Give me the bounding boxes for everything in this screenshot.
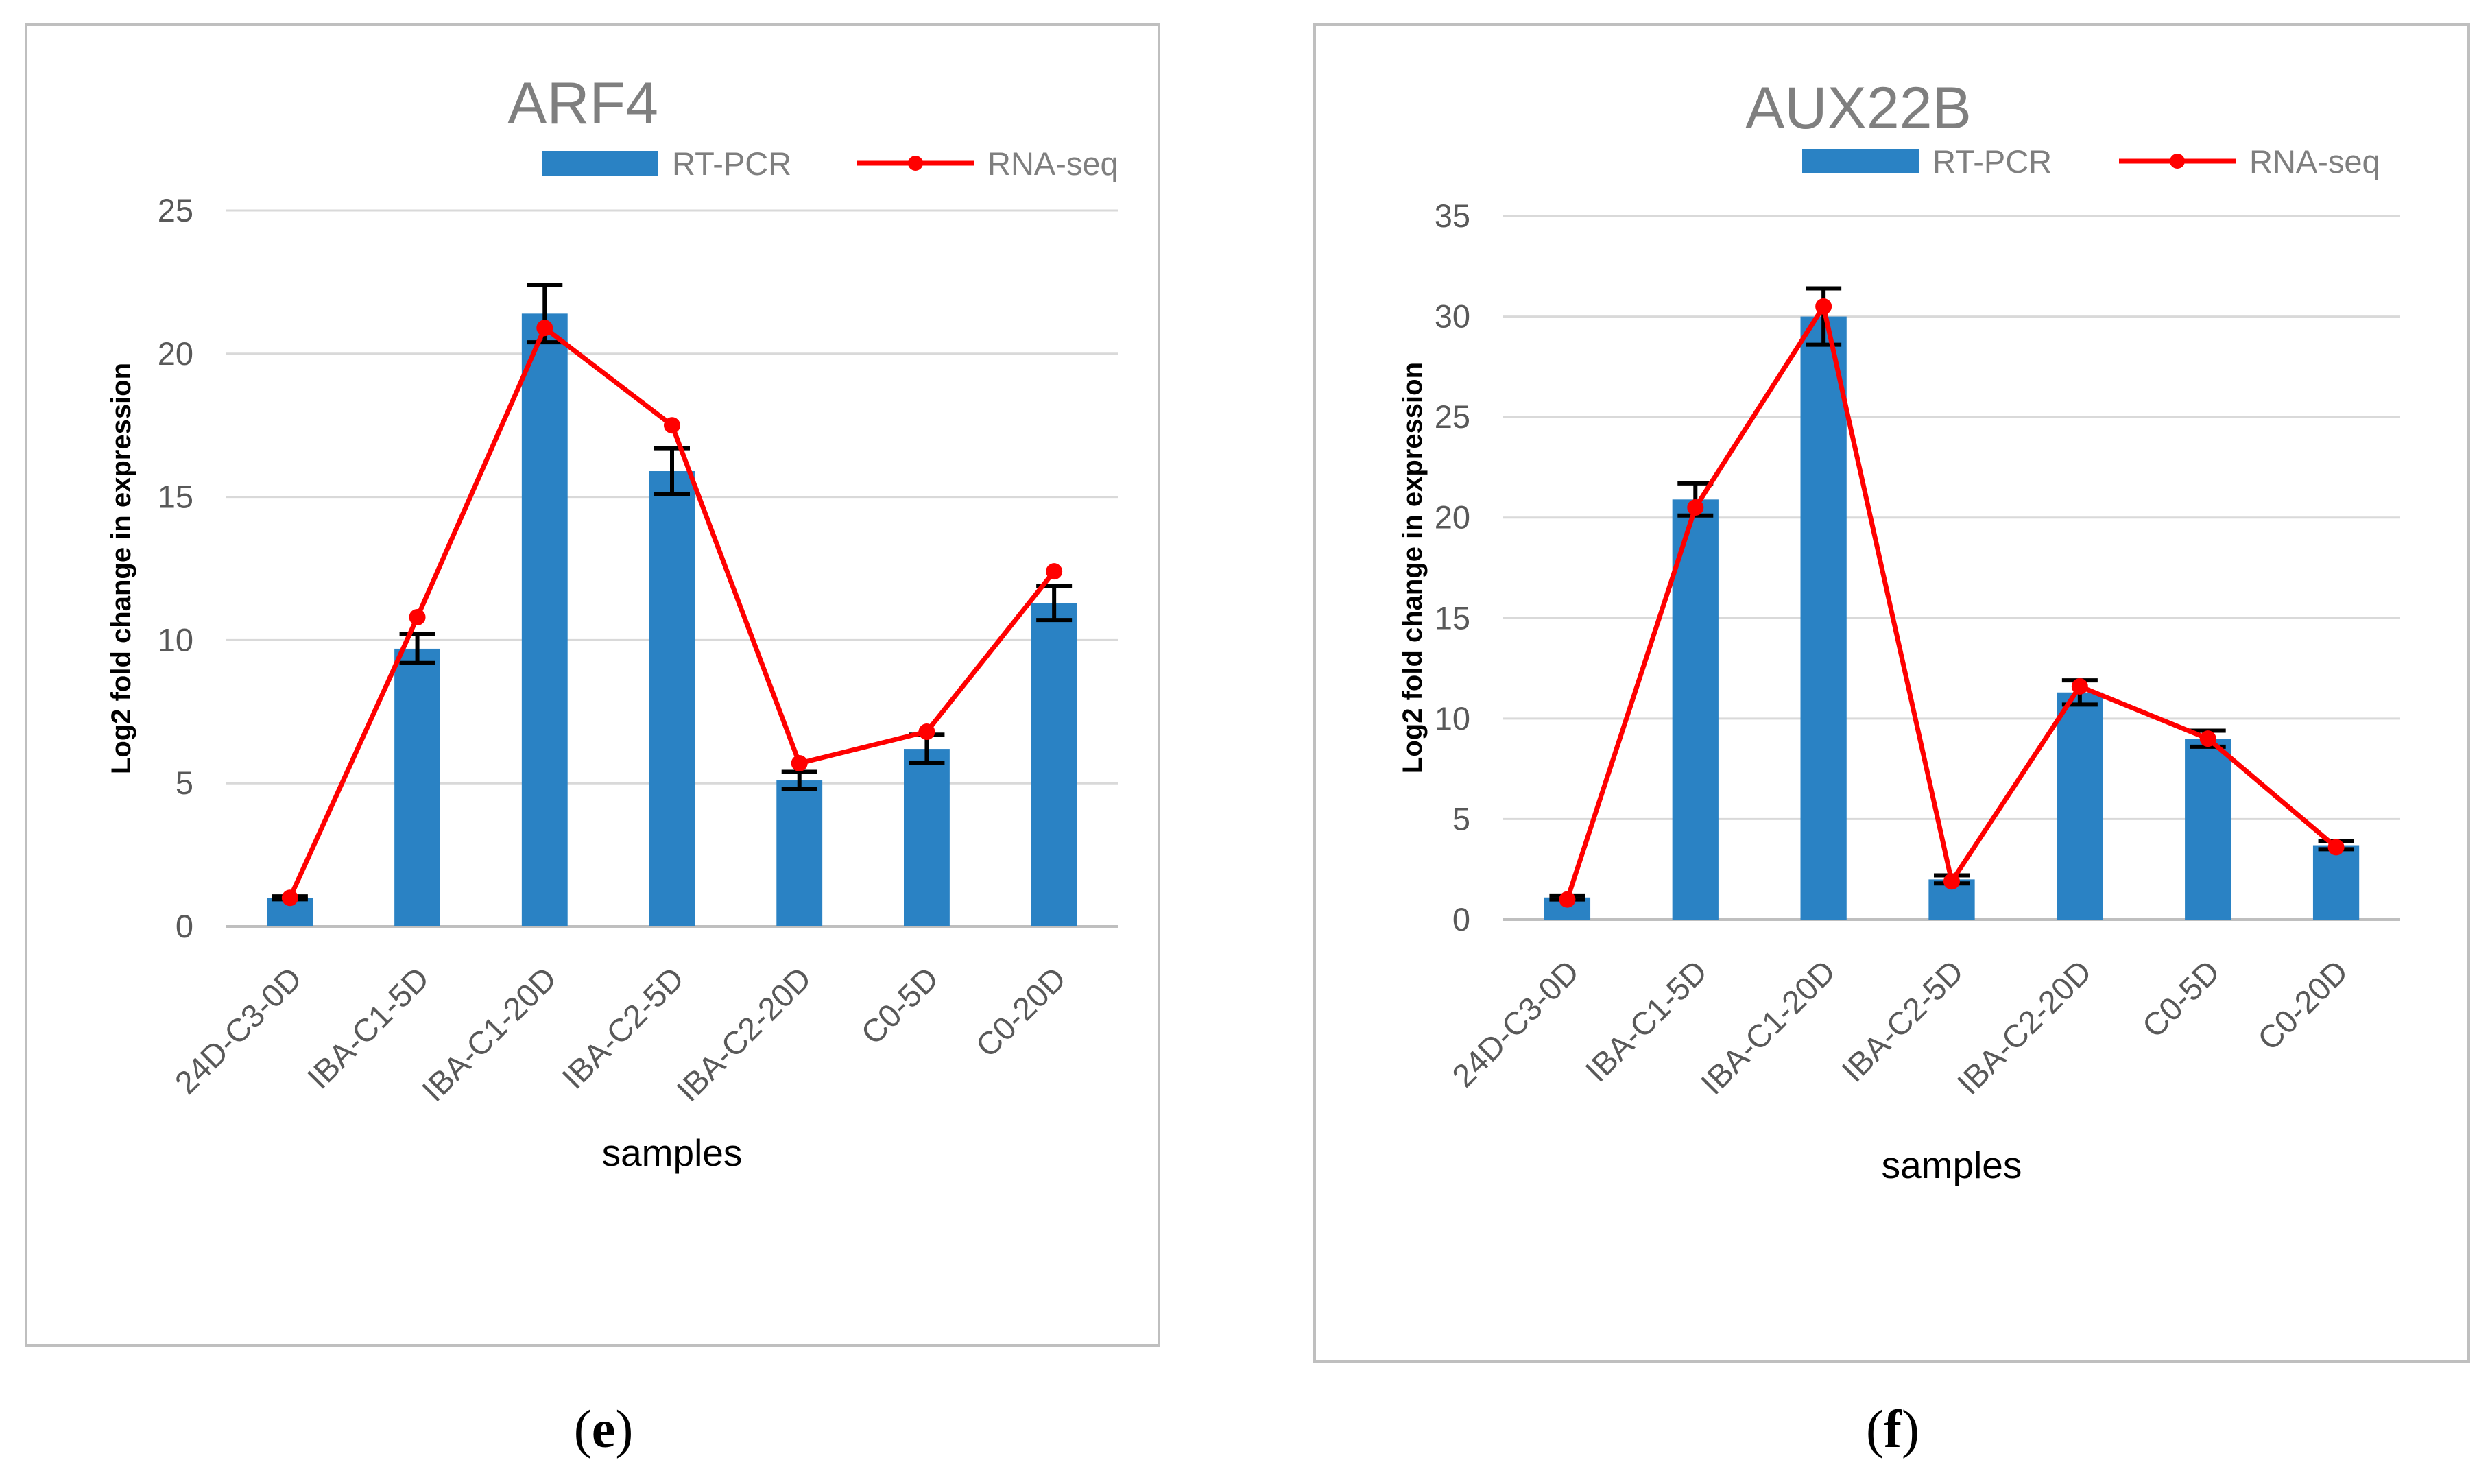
- legend: RT-PCR RNA-seq: [542, 145, 1118, 182]
- point-rna-seq: [281, 889, 298, 907]
- x-tick-label: IBA-C2-5D: [1834, 953, 1970, 1089]
- y-tick-label: 10: [158, 621, 193, 658]
- x-tick-label: IBA-C1-5D: [1578, 953, 1714, 1089]
- y-tick-label: 15: [1435, 599, 1470, 636]
- y-tick-label: 5: [176, 765, 193, 801]
- y-tick-label: 25: [1435, 398, 1470, 435]
- x-tick-label: 24D-C3-0D: [167, 960, 309, 1101]
- y-tick-label: 25: [158, 192, 193, 228]
- point-rna-seq: [1687, 499, 1704, 516]
- x-tick-label: IBA-C2-20D: [1950, 953, 2098, 1102]
- y-tick-label: 0: [1452, 901, 1470, 937]
- point-rna-seq: [1943, 873, 1960, 890]
- point-rna-seq: [2199, 730, 2216, 747]
- y-tick-label: 35: [1435, 198, 1470, 234]
- bar-rt-pcr: [776, 780, 823, 926]
- bar-rt-pcr: [2185, 739, 2231, 920]
- legend-label-rt-pcr: RT-PCR: [1932, 143, 2052, 180]
- legend-label-rna-seq: RNA-seq: [2249, 143, 2380, 180]
- bar-rt-pcr: [1031, 603, 1077, 926]
- chart-title: ARF4: [507, 71, 658, 136]
- x-tick-label: IBA-C2-20D: [669, 960, 818, 1109]
- x-tick-label: C0-20D: [968, 960, 1073, 1064]
- x-tick-label: IBA-C1-5D: [300, 960, 435, 1096]
- panel-caption: (f): [1866, 1399, 1919, 1459]
- x-axis-label: samples: [602, 1132, 743, 1174]
- error-bar: [781, 769, 817, 791]
- bar-rt-pcr: [394, 648, 440, 926]
- point-rna-seq: [2071, 678, 2088, 695]
- legend-marker-rna-seq: [908, 156, 923, 171]
- legend: RT-PCR RNA-seq: [1802, 143, 2380, 180]
- point-rna-seq: [536, 320, 553, 337]
- bar-rt-pcr: [1672, 499, 1719, 920]
- x-tick-label: C0-5D: [854, 960, 946, 1052]
- bar-rt-pcr: [904, 749, 950, 926]
- x-axis-label: samples: [1882, 1144, 2022, 1186]
- bar-rt-pcr: [1800, 316, 1847, 920]
- y-tick-label: 10: [1435, 700, 1470, 737]
- legend-swatch-rt-pcr: [542, 151, 658, 176]
- x-tick-label: IBA-C1-20D: [415, 960, 564, 1109]
- x-tick-label: C0-5D: [2135, 953, 2227, 1045]
- x-tick-label: IBA-C1-20D: [1694, 953, 1843, 1102]
- y-axis-label: Log2 fold change in expression: [106, 363, 136, 774]
- bar-rt-pcr: [649, 471, 695, 926]
- chart-frame: [25, 23, 1160, 1347]
- point-rna-seq: [664, 417, 680, 434]
- point-rna-seq: [409, 608, 426, 625]
- chart-frame: [1313, 23, 2470, 1363]
- legend-marker-rna-seq: [2170, 154, 2185, 169]
- bar-rt-pcr: [2057, 692, 2103, 920]
- x-tick-label: C0-20D: [2251, 953, 2355, 1057]
- y-tick-label: 30: [1435, 298, 1470, 335]
- y-tick-label: 0: [176, 908, 193, 944]
- panel-caption: (e): [574, 1399, 634, 1459]
- error-bar: [399, 632, 435, 665]
- y-tick-label: 20: [1435, 499, 1470, 536]
- bar-rt-pcr: [521, 313, 568, 926]
- chart-panel-e: ARF4 RT-PCR RNA-seq 0 5 10 15 20 25 Log2 fold cha…: [25, 23, 1160, 1459]
- point-rna-seq: [918, 723, 935, 741]
- point-rna-seq: [1046, 563, 1063, 580]
- legend-label-rna-seq: RNA-seq: [987, 145, 1118, 182]
- x-tick-label: 24D-C3-0D: [1445, 953, 1586, 1094]
- y-tick-label: 20: [158, 335, 193, 372]
- y-tick-label: 15: [158, 479, 193, 515]
- bar-rt-pcr: [2312, 845, 2360, 920]
- y-axis-label: Log2 fold change in expression: [1398, 362, 1428, 774]
- x-tick-label: IBA-C2-5D: [555, 960, 691, 1096]
- point-rna-seq: [2327, 839, 2345, 856]
- chart-title: AUX22B: [1745, 75, 1972, 141]
- error-bar: [654, 446, 690, 496]
- legend-swatch-rt-pcr: [1802, 149, 1919, 173]
- point-rna-seq: [1559, 891, 1576, 908]
- point-rna-seq: [1815, 298, 1832, 315]
- legend-label-rt-pcr: RT-PCR: [672, 145, 791, 182]
- point-rna-seq: [791, 754, 808, 771]
- y-tick-label: 5: [1452, 800, 1470, 837]
